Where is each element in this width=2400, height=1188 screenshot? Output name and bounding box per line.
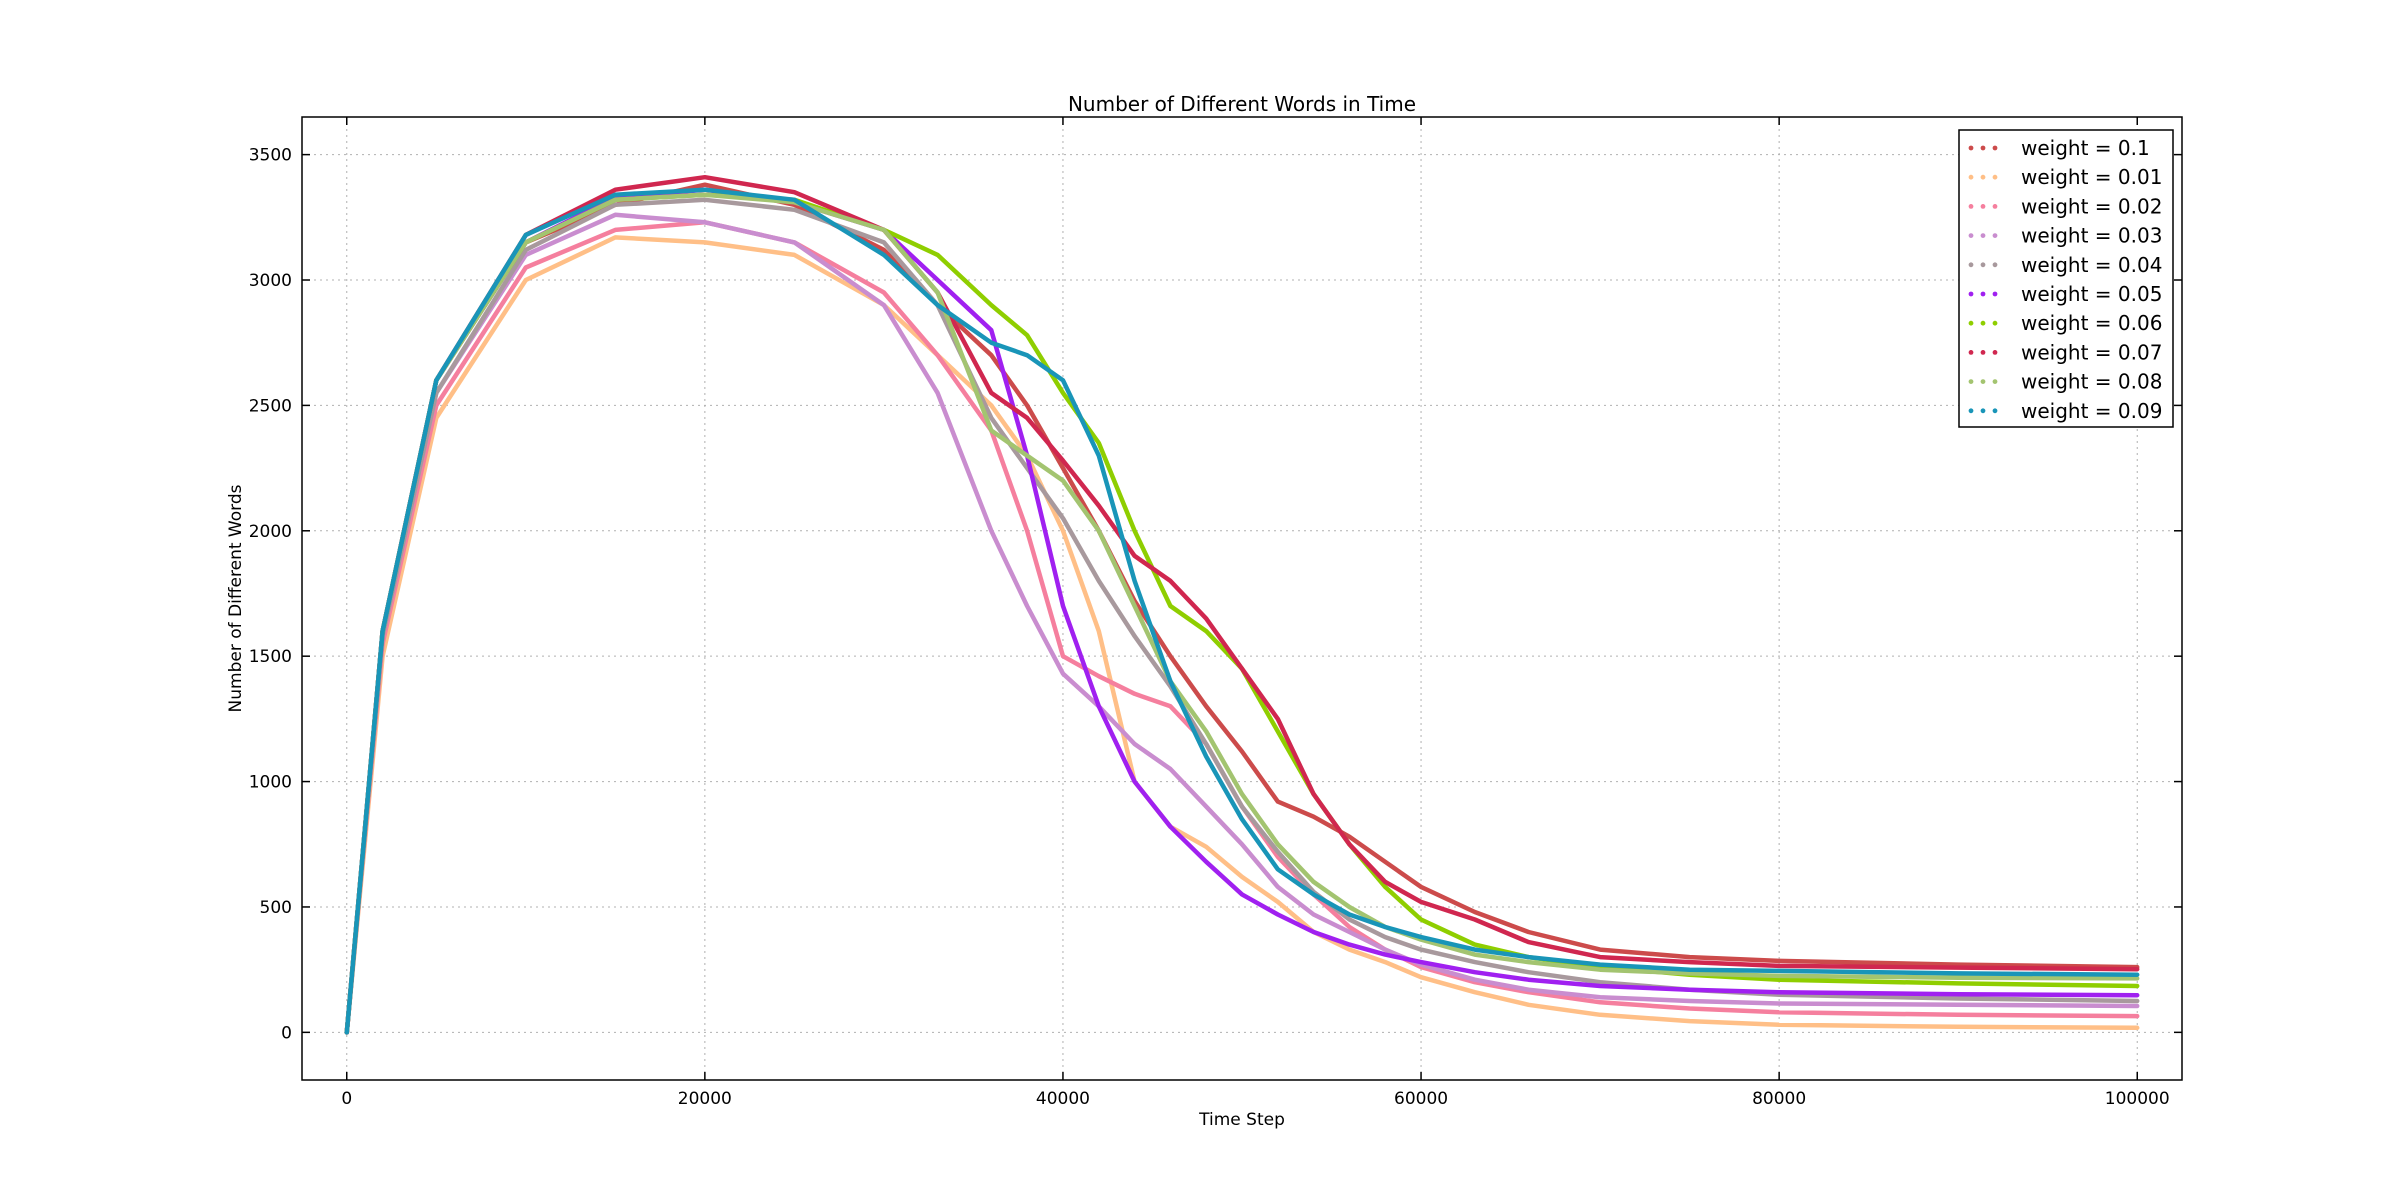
- series-line: [344, 187, 2140, 1035]
- y-tick-label: 0: [281, 1023, 292, 1043]
- legend-marker: [1968, 408, 1974, 414]
- legend-marker: [1992, 408, 1998, 414]
- legend-label: weight = 0.08: [2021, 370, 2162, 394]
- legend-label: weight = 0.02: [2021, 194, 2162, 218]
- x-axis: 0 20000 40000 60000 80000 100000: [341, 117, 2170, 1109]
- legend-marker: [1992, 379, 1998, 384]
- legend-marker: [1992, 262, 1998, 268]
- legend-marker: [1980, 262, 1986, 268]
- x-tick-label: 100000: [2105, 1089, 2170, 1109]
- legend-marker: [1980, 291, 1986, 297]
- y-tick-label: 1500: [249, 647, 292, 667]
- legend-marker: [1968, 233, 1974, 239]
- legend-marker: [1980, 174, 1986, 180]
- series-line: [344, 174, 2140, 1035]
- y-axis: 0 500 1000 1500 2000 2500 3000 3500: [249, 146, 2182, 1043]
- y-tick-label: 3500: [249, 146, 292, 166]
- legend-marker: [1980, 233, 1986, 239]
- plot-frame: [301, 116, 2183, 1081]
- chart-title: Number of Different Words in Time: [1068, 92, 1416, 116]
- legend-marker: [1992, 145, 1998, 151]
- legend-label: weight = 0.09: [2021, 399, 2162, 423]
- legend-marker: [1968, 174, 1974, 180]
- legend-marker: [1968, 262, 1974, 268]
- series-line: [344, 220, 2140, 1035]
- legend-label: weight = 0.1: [2021, 136, 2150, 160]
- legend-marker: [1992, 291, 1998, 297]
- x-tick-label: 0: [341, 1089, 352, 1109]
- legend-marker: [1980, 408, 1986, 414]
- series-line: [344, 212, 2140, 1035]
- legend-label: weight = 0.06: [2021, 311, 2162, 335]
- grid: [302, 117, 2182, 1080]
- legend-marker: [1968, 379, 1974, 384]
- legend-marker: [1980, 320, 1986, 326]
- x-axis-title: Time Step: [1198, 1110, 1285, 1130]
- x-tick-label: 60000: [1394, 1089, 1448, 1109]
- x-tick-label: 40000: [1036, 1089, 1090, 1109]
- series-layer: [344, 174, 2140, 1035]
- legend-marker: [1968, 350, 1974, 355]
- legend-marker: [1992, 350, 1998, 355]
- legend-marker: [1992, 204, 1998, 209]
- legend-label: weight = 0.01: [2021, 165, 2162, 189]
- y-tick-label: 3000: [249, 271, 292, 291]
- x-tick-label: 20000: [678, 1089, 732, 1109]
- y-tick-label: 1000: [249, 773, 292, 793]
- y-axis-title: Number of Different Words: [226, 484, 246, 712]
- y-tick-label: 2000: [249, 522, 292, 542]
- legend-label: weight = 0.05: [2021, 282, 2162, 306]
- legend: weight = 0.1 weight = 0.01 weight = 0.02 we…: [1958, 129, 2174, 428]
- legend-marker: [1992, 233, 1998, 239]
- legend-marker: [1980, 379, 1986, 384]
- y-tick-label: 2500: [249, 396, 292, 416]
- legend-marker: [1980, 204, 1986, 209]
- legend-marker: [1980, 350, 1986, 355]
- legend-marker: [1992, 174, 1998, 180]
- legend-marker: [1968, 204, 1974, 209]
- x-tick-label: 80000: [1752, 1089, 1806, 1109]
- legend-box: [1958, 129, 2174, 428]
- legend-marker: [1980, 145, 1986, 151]
- legend-label: weight = 0.04: [2021, 253, 2162, 277]
- legend-marker: [1968, 291, 1974, 297]
- y-tick-label: 500: [260, 898, 292, 918]
- legend-marker: [1992, 320, 1998, 326]
- legend-label: weight = 0.07: [2021, 340, 2162, 364]
- legend-marker: [1968, 145, 1974, 151]
- legend-marker: [1968, 320, 1974, 326]
- legend-label: weight = 0.03: [2021, 224, 2162, 248]
